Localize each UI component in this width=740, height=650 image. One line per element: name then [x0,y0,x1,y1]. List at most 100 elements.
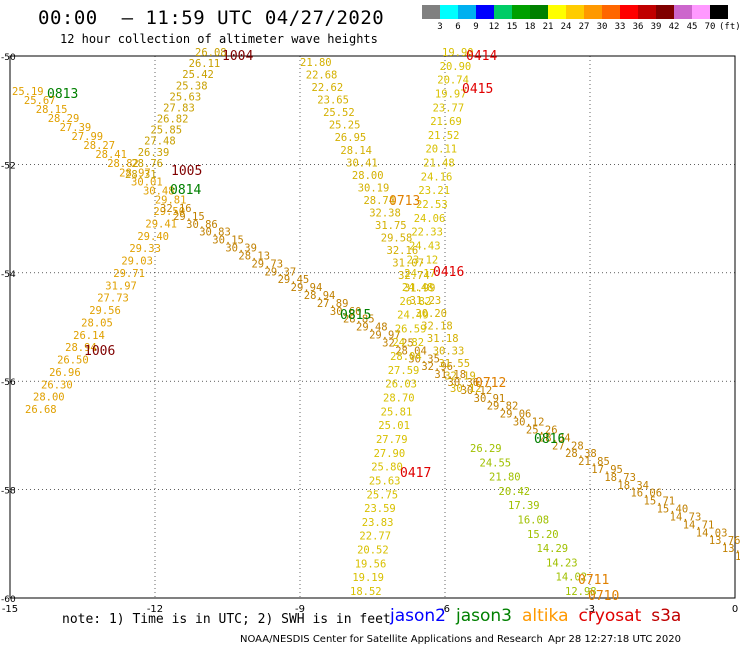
swh-value: 21.48 [423,158,455,170]
legend-label: 3 [437,22,443,32]
swh-value: 15.20 [527,529,559,541]
swh-value: 19.90 [442,47,474,59]
swh-value: 25.42 [182,69,214,81]
swh-value: 22.68 [306,70,338,82]
legend-swatch [494,5,512,19]
legend-swatch [674,5,692,19]
swh-value: 28.27 [83,140,115,152]
swh-value: 30.01 [131,176,163,188]
swh-value: 31.97 [105,280,137,292]
swh-value: 27.28 [552,440,584,452]
swh-value: 28.34 [539,432,571,444]
legend-swatch [584,5,602,19]
legend-swatch [638,5,656,19]
pass-id-label: 0414 [466,49,497,64]
satellite-name: jason3 [456,606,512,626]
swh-value: 25.63 [369,475,401,487]
legend-label: 15 [506,22,518,32]
swh-value: 21.52 [428,130,460,142]
swh-value: 32.74 [398,270,430,282]
swh-value: 16.08 [518,515,550,527]
pass-id-label: 0710 [588,589,619,604]
legend-label: 6 [455,22,461,32]
legend-swatch [656,5,674,19]
swh-value: 12.98 [565,586,597,598]
y-tick-label: -50 [1,53,16,63]
swh-value: 29.33 [129,243,161,255]
swh-value: 31.99 [404,283,436,295]
satellite-name: jason2 [390,606,446,626]
swh-value: 29.45 [278,274,310,286]
satellite-legend: jason2 jason3 altika cryosat s3a [390,606,691,626]
swh-value: 30.83 [199,227,231,239]
legend-swatch [692,5,710,19]
swh-value: 25.67 [24,95,56,107]
swh-value: 13.48 [722,543,740,555]
swh-value: 25.01 [378,420,410,432]
legend-label: 27 [578,22,590,32]
swh-value: 28.38 [565,448,597,460]
swh-value: 30.20 [415,308,447,320]
swh-value: 24.48 [402,282,434,294]
legend-swatch [422,5,440,19]
swh-value: 30.60 [330,306,362,318]
swh-value: 28.04 [395,345,427,357]
legend-swatch [566,5,584,19]
swh-value: 27.73 [97,293,129,305]
axis-labels: -15 -12 -9 -6 -3 0 -50 -52 -54 -56 -58 -60 [1,53,738,615]
x-tick-label: -6 [440,604,450,615]
x-tick-label: -12 [147,604,163,615]
swh-value: 14.02 [556,572,588,584]
swh-value: 26.11 [189,58,221,70]
swh-value: 26.82 [400,296,432,308]
legend-swatch [710,5,728,19]
swh-value: 27.48 [144,136,176,148]
swh-value: 28.13 [238,250,270,262]
swh-value: 29.94 [291,282,323,294]
swh-value: 27.99 [72,131,104,143]
swh-value: 32.16 [160,203,192,215]
pass-id-label: 0713 [389,194,420,209]
pass-labels: 1004 0414 0415 0813 1005 0814 0713 0416 0815 1006… [47,49,619,604]
swh-value: 29.40 [137,231,169,243]
credit-text: NOAA/NESDIS Center for Satellite Applica… [240,634,543,645]
swh-value: 13.76 [709,535,740,547]
y-tick-label: -58 [1,487,16,497]
swh-value: 27.89 [317,298,349,310]
swh-value: 25.80 [371,462,403,474]
swh-value: 29.48 [356,322,388,334]
swh-value: 25.19 [12,86,44,98]
swh-value: 26.96 [49,367,81,379]
pass-id-label: 0416 [433,265,464,280]
swh-value: 29.58 [381,233,413,245]
legend-label: 36 [632,22,644,32]
swh-value: 30.48 [143,185,175,197]
swh-value: 23.59 [364,503,396,515]
swh-value: 26.82 [157,114,189,126]
swh-value: 26.95 [335,132,367,144]
x-tick-label: -9 [295,604,305,615]
swh-value: 32.38 [369,207,401,219]
swh-value: 30.39 [225,243,257,255]
pass-id-label: 1005 [171,164,202,179]
swh-value: 28.70 [383,393,415,405]
altimeter-tracks: 25.1925.6728.1528.2927.3927.9928.2728.41… [12,47,740,598]
pass-id-label: 1004 [222,49,253,64]
swh-value: 22.53 [416,199,448,211]
swh-value: 28.85 [343,314,375,326]
swh-value: 28.94 [65,342,97,354]
swh-value: 14.03 [696,527,728,539]
legend-label: 39 [650,22,662,32]
swh-value: 26.08 [195,47,227,59]
swh-value: 14.23 [546,557,578,569]
pass-id-label: 0415 [462,82,493,97]
swh-value: 26.39 [138,147,170,159]
pass-id-label: 0814 [170,183,201,198]
swh-value: 30.19 [358,182,390,194]
legend-label: 9 [473,22,479,32]
swh-value: 29.50 [153,206,185,218]
swh-value: 25.81 [381,406,413,418]
pass-id-label: 0712 [475,376,506,391]
swh-value: 28.15 [36,104,68,116]
swh-value: 25.52 [323,107,355,119]
